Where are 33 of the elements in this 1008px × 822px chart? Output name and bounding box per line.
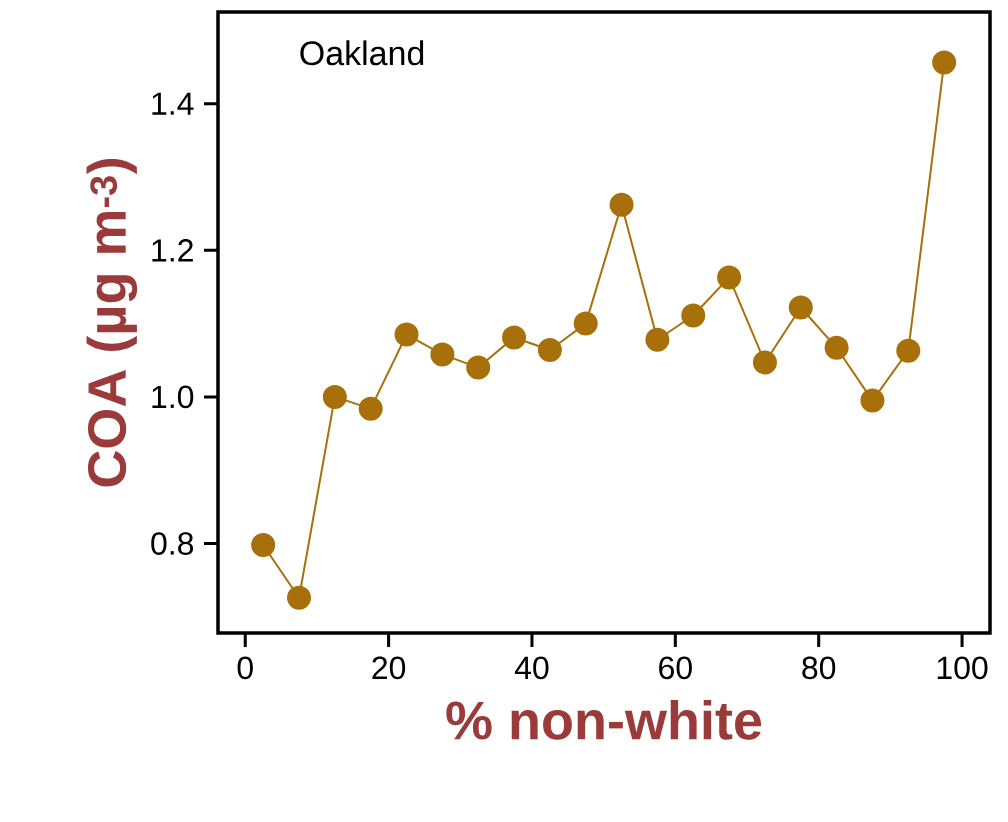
point [932,50,957,75]
point [645,327,670,352]
annotation: Oakland [300,40,424,66]
point [287,585,311,610]
point [896,338,921,363]
point [609,192,634,217]
point [251,533,276,558]
point [788,295,813,320]
x-tick-label: 80 [802,656,836,680]
point [322,384,347,409]
point [573,311,598,336]
x-tick-label: 100 [937,656,988,680]
y-tick-label: 0.8 [151,532,194,555]
point [752,350,777,375]
point [502,325,527,350]
point [537,337,562,362]
point [717,265,742,290]
point [430,342,455,367]
point [824,335,849,360]
y-tick-label: 1.4 [152,92,194,115]
point [681,303,706,328]
x-tick-label: 60 [659,656,692,680]
point [394,322,419,347]
x-axis-title: % non-white [446,700,762,740]
point [860,388,885,413]
x-tick-label: 0 [237,656,253,680]
y-tick-label: 1.0 [152,385,194,409]
x-tick-label: 20 [372,656,406,680]
y-tick-label: 1.2 [152,239,193,262]
x-tick-label: 40 [514,656,549,680]
y-axis-title: COA (µg m$^{-3}$) [86,159,138,487]
point [466,355,491,380]
point [358,396,383,421]
